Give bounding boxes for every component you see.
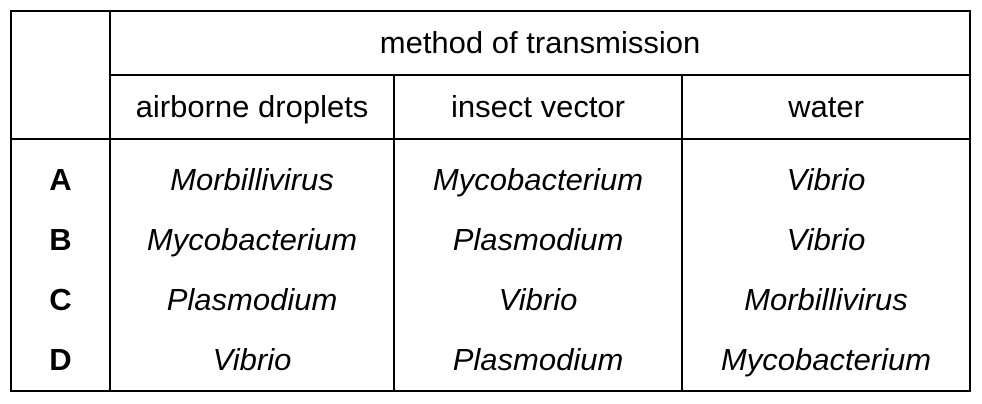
cell-d-insect: Plasmodium — [452, 342, 624, 377]
row-label-d: D — [49, 342, 72, 377]
cell-c-insect: Vibrio — [498, 282, 578, 317]
cell-c-airborne: Plasmodium — [166, 282, 338, 317]
table-border-top — [10, 10, 971, 12]
divider-column-2 — [681, 74, 683, 392]
divider-column-1 — [393, 74, 395, 392]
column-header-water: water — [788, 89, 864, 124]
header-group-label: method of transmission — [379, 25, 701, 60]
table-border-left — [10, 10, 12, 392]
divider-label-column — [109, 10, 111, 392]
cell-a-water: Vibrio — [786, 162, 866, 197]
column-header-airborne: airborne droplets — [135, 89, 369, 124]
row-label-c: C — [49, 282, 72, 317]
cell-c-water: Morbillivirus — [744, 282, 908, 317]
cell-a-airborne: Morbillivirus — [170, 162, 334, 197]
row-label-b: B — [49, 222, 72, 257]
divider-column-headers — [10, 138, 971, 140]
cell-d-airborne: Vibrio — [212, 342, 292, 377]
table-border-right — [969, 10, 971, 392]
cell-b-airborne: Mycobacterium — [146, 222, 358, 257]
row-label-a: A — [49, 162, 72, 197]
cell-b-water: Vibrio — [786, 222, 866, 257]
cell-d-water: Mycobacterium — [720, 342, 932, 377]
column-header-insect: insect vector — [450, 89, 625, 124]
divider-group-header — [109, 74, 971, 76]
table-border-bottom — [10, 390, 971, 392]
cell-a-insect: Mycobacterium — [432, 162, 644, 197]
cell-b-insect: Plasmodium — [452, 222, 624, 257]
